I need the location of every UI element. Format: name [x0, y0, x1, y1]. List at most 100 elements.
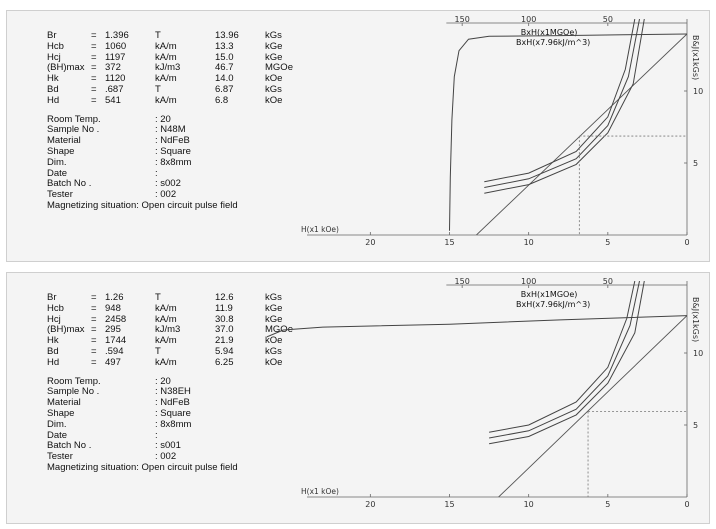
meta-row: Tester: 002 [47, 189, 238, 201]
property-name: (BH)max [47, 324, 85, 336]
property-unit2: kGe [265, 51, 283, 63]
property-name: Hcj [47, 313, 61, 325]
property-value2: 12.6 [215, 292, 234, 303]
meta-row: Sample No . : N48M [47, 125, 238, 136]
property-eq: = [91, 324, 97, 336]
y-tick-label: 10 [693, 349, 703, 358]
property-row: Bd = .687 T 6.87 kGs [47, 83, 282, 96]
meta-row: Tester: 002 [47, 451, 238, 463]
bh-product-curve [484, 19, 645, 194]
property-eq: = [91, 302, 97, 314]
x-tick-label: 15 [444, 238, 454, 247]
property-unit: T [155, 30, 161, 41]
property-name: Bd [47, 345, 59, 357]
meta-value: : N38EH [155, 386, 191, 398]
meta-label: Room Temp. [47, 113, 101, 125]
property-unit2: kGs [265, 83, 282, 95]
property-unit: T [155, 292, 161, 303]
bh-product-curve [489, 281, 645, 445]
property-unit: kA/m [155, 335, 177, 347]
meta-label: Shape [47, 145, 75, 157]
magnetizing-text: Magnetizing situation: Open circuit puls… [47, 199, 238, 211]
meta-value: : N48M [155, 124, 186, 136]
x-axis-label: H(x1 kOe) [301, 487, 339, 496]
y-tick-label: 5 [693, 159, 698, 168]
property-eq: = [91, 62, 97, 74]
meta-value: : Square [155, 407, 191, 419]
meta-value: : [155, 429, 158, 441]
chart-panel-n38eh: Br = 1.26 T 12.6 kGs Hcb = 948 kA/m 11.9 kGe Hcj = 245… [6, 272, 710, 524]
meta-label: Dim. [47, 418, 67, 430]
meta-value: : NdFeB [155, 135, 190, 147]
b-line [498, 315, 687, 497]
meta-row: Sample No .: N38EH [47, 387, 238, 398]
property-value: 1.396 [105, 30, 129, 41]
y-tick-label: 10 [693, 87, 703, 96]
property-row: (BH)max = 372 kJ/m3 46.7 MGOe [47, 62, 293, 74]
property-row: Hcb = 948 kA/m 11.9 kGe [47, 302, 282, 315]
top-tick-label: 150 [455, 15, 470, 24]
meta-row: Date: [47, 168, 238, 180]
meta-row: Batch No .: s001 [47, 441, 238, 452]
y-axis-label: B&J(x1kGs) [691, 35, 700, 80]
meta-row: Dim.: 8x8mm [47, 418, 238, 431]
meta-label: Sample No . [47, 124, 100, 136]
property-row: Hcb = 1060 kA/m 13.3 kGe [47, 40, 282, 53]
property-unit2: kGe [265, 313, 283, 325]
property-eq: = [91, 313, 97, 325]
property-unit: T [155, 83, 161, 95]
x-tick-label: 5 [605, 238, 610, 247]
property-unit2: kOe [265, 335, 283, 347]
property-unit2: MGOe [265, 62, 293, 74]
property-value2: 6.87 [215, 83, 234, 95]
property-name: Hcb [47, 302, 64, 314]
property-value: 1060 [105, 40, 127, 52]
j-curve [449, 33, 687, 231]
property-unit: kA/m [155, 51, 177, 63]
property-row: Bd = .594 T 5.94 kGs [47, 345, 282, 358]
meta-row: Dim.: 8x8mm [47, 157, 238, 169]
property-unit: kA/m [155, 73, 177, 85]
property-unit2: kOe [265, 356, 283, 368]
property-row: Br = 1.396 T 13.96 kGs [47, 30, 282, 42]
top-tick-label: 100 [521, 15, 536, 24]
property-eq: = [91, 73, 97, 85]
top-tick-label: 100 [521, 277, 536, 286]
x-tick-label: 10 [524, 238, 534, 247]
meta-row: Material : NdFeB [47, 135, 238, 147]
x-tick-label: 5 [605, 500, 610, 509]
property-name: (BH)max [47, 62, 85, 74]
property-row: Hd = 497 kA/m 6.25 kOe [47, 357, 282, 369]
property-row: (BH)max = 295 kJ/m3 37.0 MGOe [47, 324, 293, 336]
meta-row: Date: [47, 429, 238, 442]
property-value: 1120 [105, 73, 126, 85]
x-axis-label: H(x1 kOe) [301, 225, 339, 234]
meta-row: Shape: Square [47, 145, 238, 158]
meta-value: : 20 [155, 113, 171, 125]
property-unit: kA/m [155, 302, 177, 314]
property-eq: = [91, 292, 97, 303]
meta-label: Material [47, 397, 81, 409]
property-unit2: kOe [265, 94, 283, 106]
property-unit: kA/m [155, 94, 177, 106]
property-row: Hk = 1120 kA/m 14.0 kOe [47, 73, 282, 85]
property-eq: = [91, 51, 97, 63]
bh-product-curve [489, 281, 640, 439]
property-value: 372 [105, 62, 121, 74]
x-tick-label: 15 [444, 500, 454, 509]
property-name: Bd [47, 83, 59, 95]
magnetizing-situation: Magnetizing situation: Open circuit puls… [47, 462, 238, 474]
property-value2: 6.8 [215, 94, 229, 106]
plot-curves [267, 281, 687, 497]
property-value2: 13.3 [215, 40, 234, 52]
legend-entry: BxH(x7.96kJ/m^3) [516, 300, 590, 309]
magnetizing-situation: Magnetizing situation: Open circuit puls… [47, 199, 238, 212]
meta-label: Material [47, 135, 81, 147]
property-name: Br [47, 30, 57, 41]
x-tick-label: 0 [684, 500, 689, 509]
property-name: Hcb [47, 40, 64, 52]
bh-product-curve [489, 281, 636, 433]
property-row: Hcj = 2458 kA/m 30.8 kGe [47, 313, 282, 326]
